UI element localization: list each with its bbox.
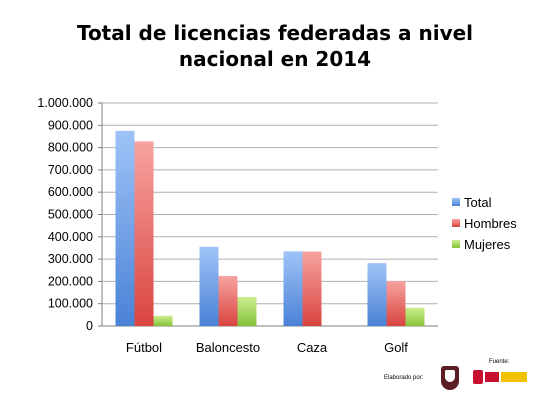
legend: Total Hombres Mujeres	[452, 195, 517, 252]
chart-title: Total de licencias federadas a nivel nac…	[0, 20, 550, 72]
bar-hombres-3	[386, 281, 406, 326]
bar-mujeres-1	[237, 297, 257, 326]
x-category-label: Golf	[384, 340, 408, 355]
bar-hombres-0	[134, 141, 154, 326]
bars	[115, 130, 425, 326]
bar-hombres-1	[218, 276, 238, 326]
legend-label-hombres: Hombres	[464, 216, 517, 231]
y-tick-label: 500.000	[48, 208, 93, 222]
legend-label-mujeres: Mujeres	[464, 237, 511, 252]
chart-title-line-1: Total de licencias federadas a nivel	[76, 21, 474, 45]
y-tick-label: 200.000	[48, 274, 93, 288]
x-category-labels: Fútbol Baloncesto Caza Golf	[126, 340, 408, 355]
bar-mujeres-0	[153, 315, 173, 326]
bar-total-2	[283, 251, 303, 326]
legend-swatch-mujeres	[452, 240, 460, 248]
bar-total-3	[367, 263, 387, 326]
x-category-label: Caza	[297, 340, 328, 355]
y-tick-label: 400.000	[48, 230, 93, 244]
y-tick-label: 700.000	[48, 163, 93, 177]
x-category-label: Baloncesto	[196, 340, 260, 355]
legend-label-total: Total	[464, 195, 492, 210]
y-tick-label: 800.000	[48, 141, 93, 155]
fuente-label: Fuente:	[489, 359, 510, 365]
legend-swatch-hombres	[452, 219, 460, 227]
bar-mujeres-3	[405, 307, 425, 326]
x-category-label: Fútbol	[126, 340, 162, 355]
y-tick-label: 0	[86, 319, 93, 333]
fuente-logo	[473, 369, 529, 385]
bar-hombres-2	[302, 251, 322, 326]
elaborado-label: Elaborado por:	[384, 375, 424, 381]
grid-lines	[102, 102, 438, 327]
y-tick-label: 1.000.000	[37, 96, 93, 110]
y-tick-label: 100.000	[48, 297, 93, 311]
bar-total-0	[115, 130, 135, 326]
y-tick-label: 600.000	[48, 185, 93, 199]
y-tick-label: 900.000	[48, 118, 93, 132]
bar-total-1	[199, 246, 219, 326]
chart-title-line-2: nacional en 2014	[178, 47, 372, 71]
elaborado-logo	[441, 366, 459, 390]
y-tick-label: 300.000	[48, 252, 93, 266]
y-tick-labels: 0 100.000 200.000 300.000 400.000 500.000 600.…	[37, 96, 93, 333]
legend-swatch-total	[452, 198, 460, 206]
